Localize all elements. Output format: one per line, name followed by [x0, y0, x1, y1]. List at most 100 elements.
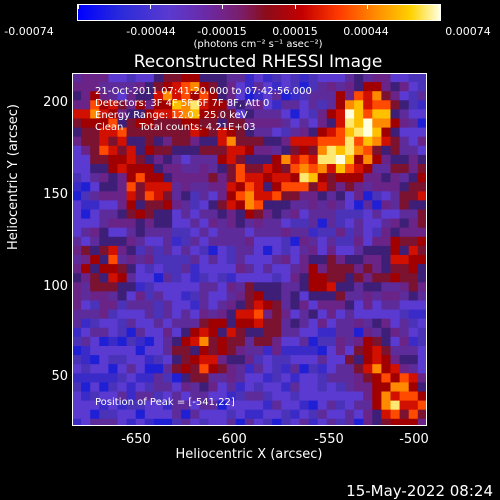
image-pixel: [417, 255, 427, 265]
image-pixel: [317, 200, 328, 210]
image-pixel: [81, 418, 91, 426]
image-pixel: [144, 291, 155, 301]
image-pixel: [217, 409, 228, 420]
image-pixel: [126, 409, 137, 420]
image-pixel: [281, 191, 291, 201]
image-pixel: [281, 109, 291, 119]
image-pixel: [408, 91, 419, 101]
image-pixel: [290, 382, 300, 392]
image-pixel: [326, 73, 337, 83]
image-pixel: [381, 136, 391, 147]
image-pixel: [263, 327, 273, 338]
image-pixel: [163, 73, 173, 83]
image-pixel: [408, 227, 419, 238]
image-pixel: [81, 382, 91, 392]
image-pixel: [390, 409, 401, 420]
image-pixel: [417, 173, 427, 183]
image-pixel: [345, 327, 355, 338]
image-pixel: [263, 346, 273, 356]
image-pixel: [199, 300, 209, 311]
image-pixel: [117, 82, 128, 92]
image-pixel: [326, 391, 337, 402]
image-pixel: [172, 318, 182, 329]
image-pixel: [390, 391, 401, 402]
image-pixel: [163, 327, 173, 338]
image-pixel: [117, 382, 128, 392]
image-pixel: [217, 373, 228, 383]
colorbar-tick: [367, 5, 368, 9]
image-pixel: [244, 209, 255, 220]
image-pixel: [208, 373, 219, 383]
image-pixel: [381, 109, 391, 119]
image-pixel: [308, 118, 319, 129]
image-pixel: [281, 364, 291, 374]
image-pixel: [208, 136, 219, 147]
image-pixel: [244, 118, 255, 129]
image-pixel: [335, 391, 346, 402]
image-pixel: [326, 154, 337, 165]
image-pixel: [372, 118, 382, 129]
image-pixel: [235, 200, 246, 210]
image-pixel: [126, 291, 137, 301]
image-pixel: [263, 154, 273, 165]
image-pixel: [354, 309, 364, 320]
image-pixel: [181, 154, 191, 165]
image-pixel: [263, 309, 273, 320]
image-pixel: [72, 109, 82, 119]
image-pixel: [135, 373, 146, 383]
image-pixel: [208, 364, 219, 374]
image-pixel: [181, 273, 191, 283]
image-pixel: [308, 300, 319, 311]
image-pixel: [372, 264, 382, 274]
image-pixel: [399, 109, 410, 119]
image-pixel: [345, 255, 355, 265]
image-pixel: [99, 164, 109, 174]
image-pixel: [153, 118, 164, 129]
image-pixel: [317, 364, 328, 374]
image-pixel: [217, 164, 228, 174]
image-pixel: [235, 73, 246, 83]
image-pixel: [199, 382, 209, 392]
image-title: Reconstructed RHESSI Image: [133, 52, 383, 72]
image-pixel: [181, 100, 191, 110]
image-pixel: [354, 91, 364, 101]
colorbar-label: 0.00015: [272, 25, 318, 38]
image-pixel: [90, 336, 100, 347]
image-pixel: [244, 91, 255, 101]
image-pixel: [163, 346, 173, 356]
image-pixel: [272, 255, 282, 265]
image-pixel: [190, 409, 200, 420]
image-pixel: [90, 364, 100, 374]
image-pixel: [345, 91, 355, 101]
image-pixel: [290, 336, 300, 347]
image-pixel: [290, 300, 300, 311]
image-pixel: [199, 182, 209, 192]
image-pixel: [254, 373, 264, 383]
image-pixel: [290, 364, 300, 374]
image-pixel: [335, 100, 346, 110]
image-pixel: [181, 236, 191, 247]
image-pixel: [317, 236, 328, 247]
image-pixel: [408, 318, 419, 329]
image-pixel: [417, 73, 427, 83]
image-pixel: [381, 382, 391, 392]
image-pixel: [326, 346, 337, 356]
image-pixel: [363, 73, 373, 83]
image-pixel: [226, 300, 237, 311]
image-pixel: [172, 273, 182, 283]
image-pixel: [272, 318, 282, 329]
image-pixel: [235, 154, 246, 165]
image-pixel: [117, 282, 128, 292]
image-pixel: [354, 418, 364, 426]
image-pixel: [208, 264, 219, 274]
image-pixel: [363, 173, 373, 183]
image-pixel: [81, 364, 91, 374]
image-pixel: [117, 91, 128, 101]
image-pixel: [81, 218, 91, 229]
y-tick-label: 100: [43, 279, 68, 294]
image-pixel: [417, 164, 427, 174]
image-pixel: [317, 227, 328, 238]
image-pixel: [399, 182, 410, 192]
image-pixel: [226, 145, 237, 156]
image-pixel: [190, 282, 200, 292]
